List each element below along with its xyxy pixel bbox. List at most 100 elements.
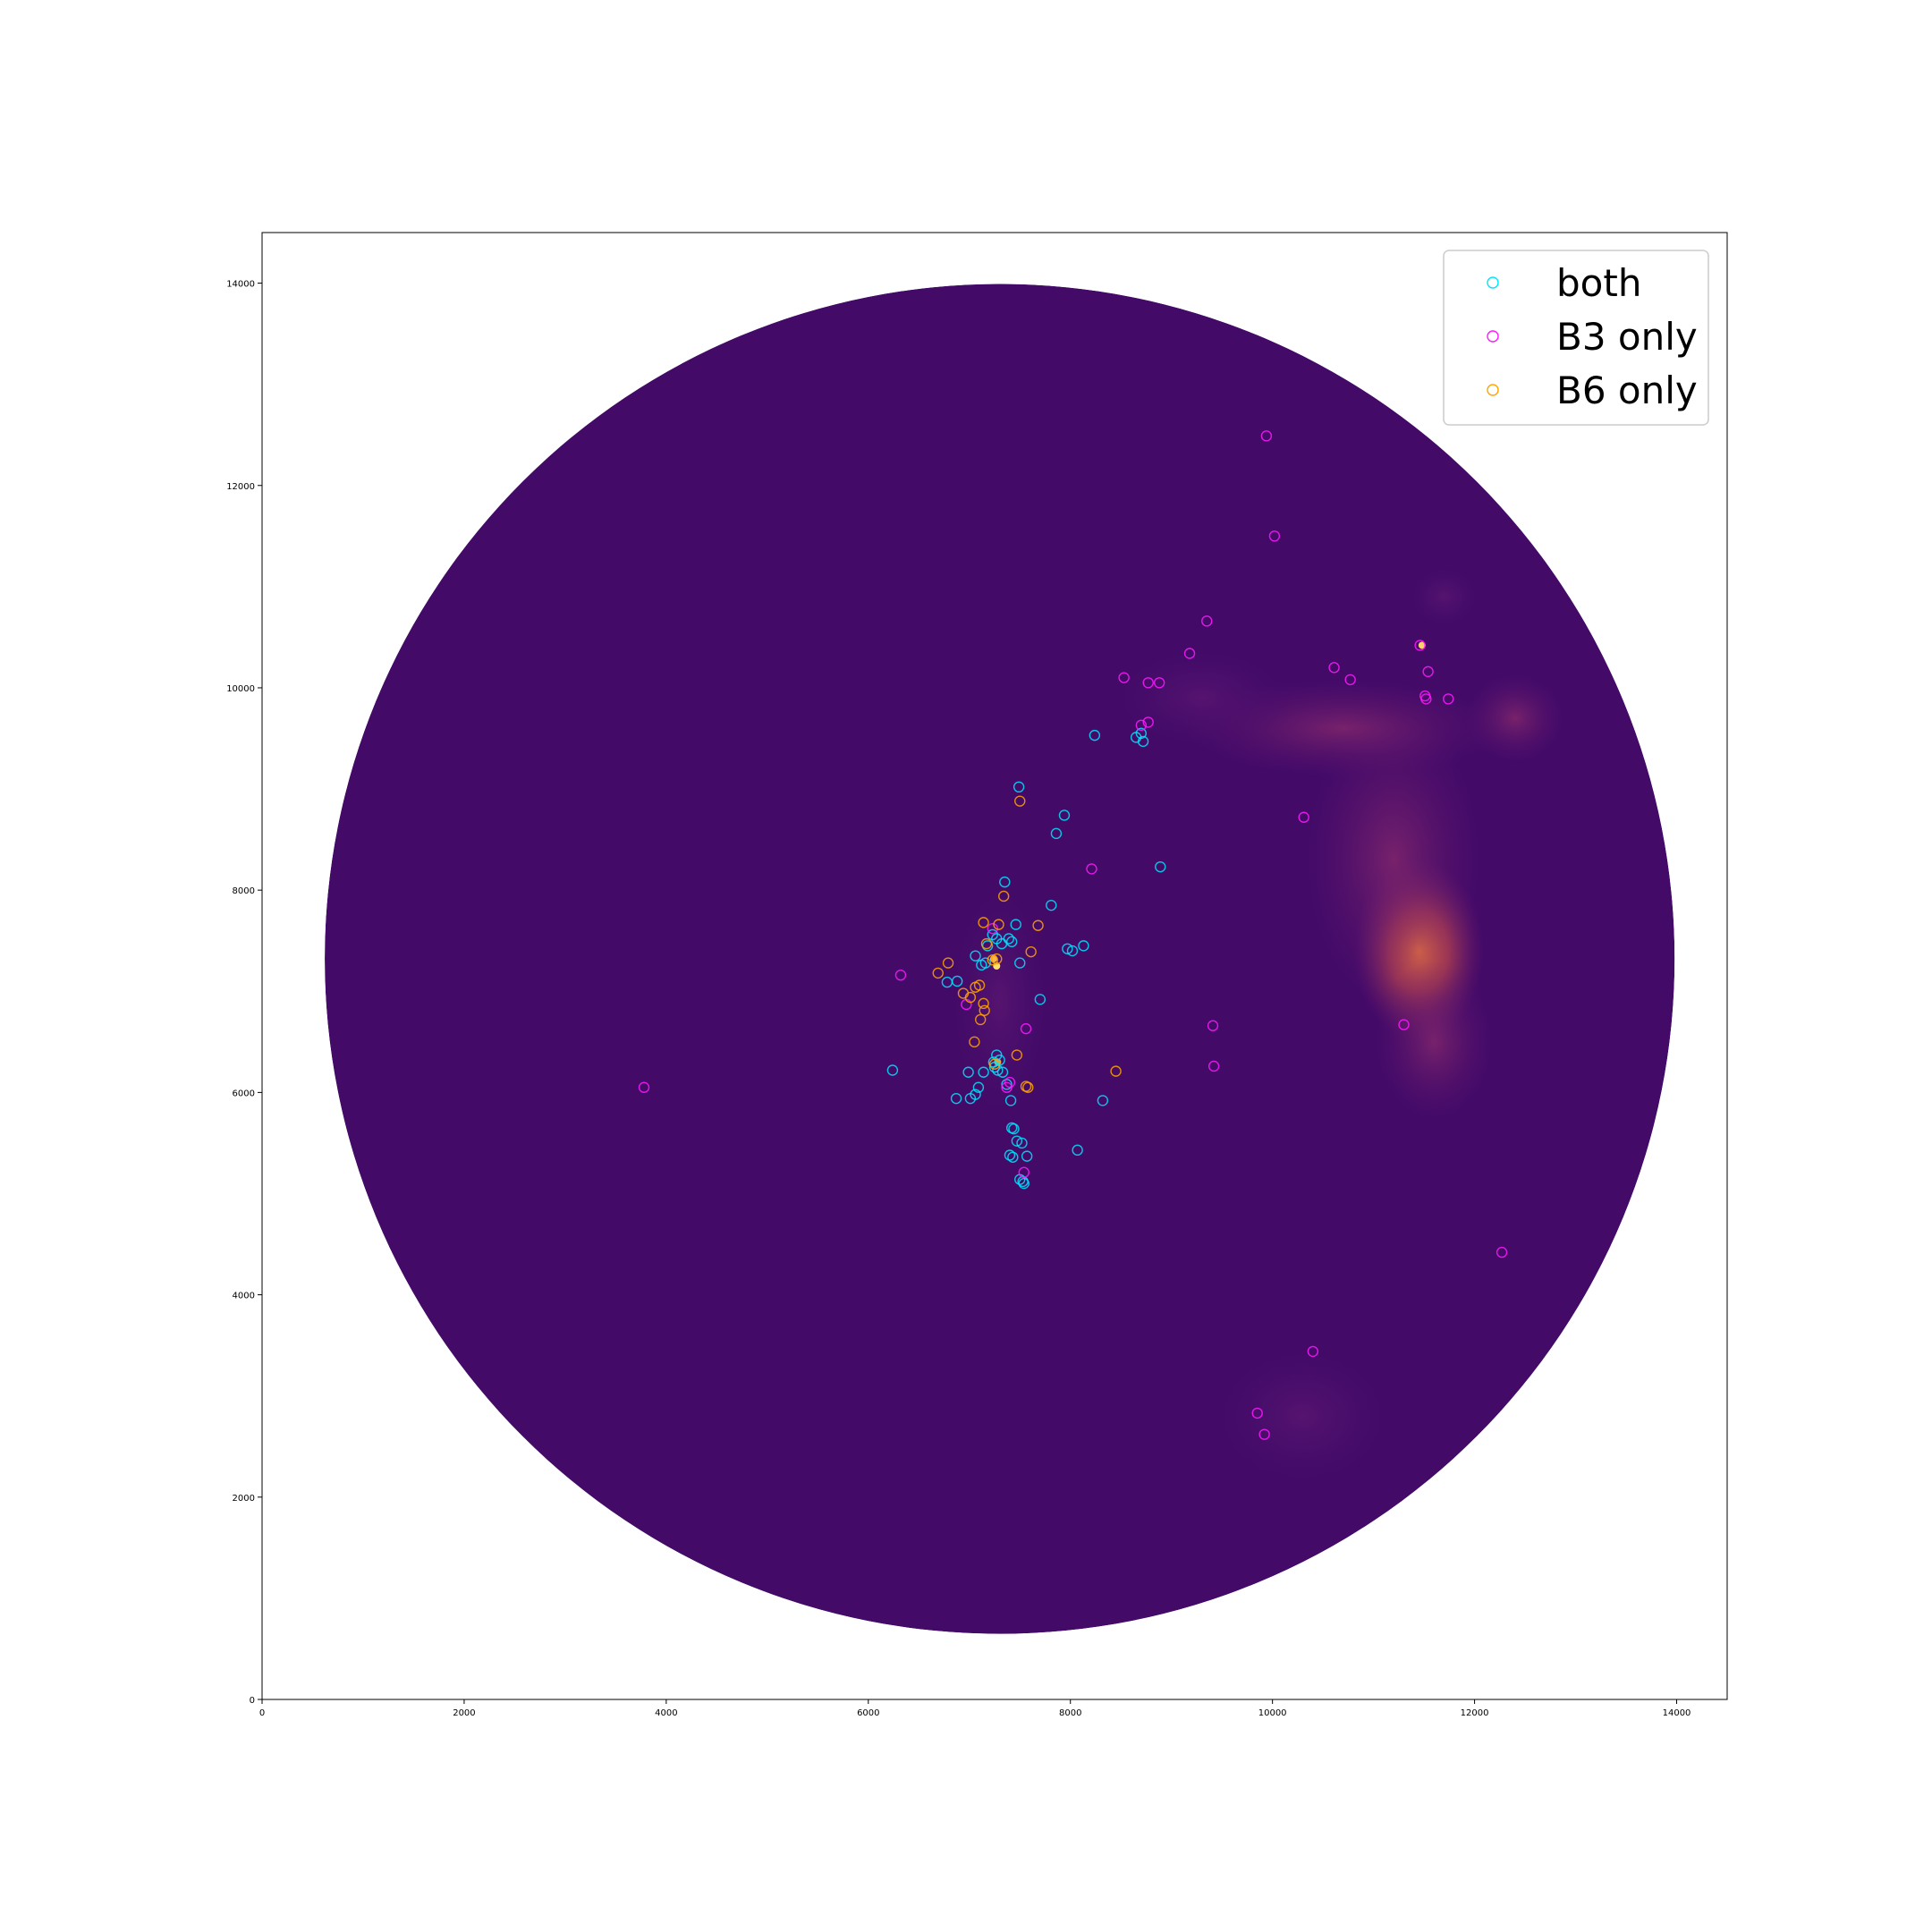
point-b3-only xyxy=(1118,672,1130,683)
point-both xyxy=(1016,1137,1028,1149)
point-b6-only xyxy=(987,954,998,966)
point-both xyxy=(1010,919,1021,930)
point-b3-only xyxy=(1298,811,1309,823)
point-b6-only xyxy=(932,967,944,979)
point-b3-only xyxy=(1328,662,1340,674)
y-tick-label: 6000 xyxy=(233,1089,255,1098)
point-b6-only xyxy=(969,1036,980,1048)
point-both xyxy=(1097,1095,1109,1106)
point-b3-only xyxy=(1201,615,1213,627)
point-both xyxy=(1008,1123,1020,1135)
y-tick-label: 10000 xyxy=(226,684,255,694)
point-b6-only xyxy=(980,937,993,950)
point-both xyxy=(1062,943,1073,954)
y-tick-label: 14000 xyxy=(226,280,255,290)
point-both xyxy=(1004,1149,1016,1161)
emission-blob xyxy=(1464,673,1566,764)
legend-label-b3-only: B3 only xyxy=(1556,315,1698,359)
emission-blob xyxy=(1110,647,1293,749)
emission-blob xyxy=(1373,961,1496,1123)
point-both xyxy=(988,1061,1001,1073)
point-both xyxy=(996,1066,1009,1078)
point-b3-only xyxy=(638,1081,650,1093)
point-both xyxy=(1155,860,1166,873)
point-b3-only xyxy=(1258,1428,1270,1440)
scatter-points xyxy=(638,430,1508,1440)
y-tick-label: 12000 xyxy=(226,482,255,492)
point-b6-only xyxy=(1022,1081,1034,1093)
point-both xyxy=(1050,827,1063,840)
point-both xyxy=(1135,727,1148,740)
point-both xyxy=(950,1092,962,1105)
point-both xyxy=(1137,735,1149,748)
bright-source xyxy=(1418,641,1426,649)
point-b3-only xyxy=(1001,1081,1013,1093)
point-b6-only xyxy=(1110,1065,1122,1077)
y-tick-label: 4000 xyxy=(233,1292,255,1301)
point-b3-only xyxy=(1135,719,1148,732)
point-b6-only xyxy=(1014,795,1026,807)
axes-frame xyxy=(261,232,1728,1700)
x-tick-label: 6000 xyxy=(857,1708,879,1718)
point-b6-only xyxy=(964,991,977,1004)
point-both xyxy=(978,1066,989,1078)
point-b3-only xyxy=(1142,716,1154,728)
legend-label-both: both xyxy=(1556,261,1641,305)
point-both xyxy=(1034,994,1046,1005)
point-b3-only xyxy=(1142,677,1154,689)
point-b3-only xyxy=(894,969,907,981)
point-b6-only xyxy=(997,890,1010,902)
legend-marker-both xyxy=(1487,276,1499,289)
point-both xyxy=(941,976,953,988)
x-tick-label: 0 xyxy=(259,1708,265,1718)
point-b3-only xyxy=(1398,1019,1410,1030)
point-both xyxy=(1007,1151,1019,1163)
point-both xyxy=(999,876,1011,888)
point-b3-only xyxy=(1344,674,1356,686)
point-b3-only xyxy=(1422,665,1434,678)
point-both xyxy=(964,1092,977,1105)
point-both xyxy=(1089,729,1101,741)
point-both xyxy=(1013,781,1025,793)
point-b3-only xyxy=(1420,693,1432,705)
point-b3-only xyxy=(1443,693,1454,705)
y-tick-label: 0 xyxy=(250,1696,255,1706)
point-both xyxy=(972,1081,985,1093)
point-b6-only xyxy=(942,957,954,969)
background-map xyxy=(325,284,1675,1634)
series-both xyxy=(886,727,1166,1190)
point-both xyxy=(1066,945,1079,957)
point-b3-only xyxy=(1183,648,1196,659)
point-b3-only xyxy=(1208,1060,1220,1072)
point-b6-only xyxy=(993,919,1004,930)
point-b6-only xyxy=(970,981,981,993)
point-b6-only xyxy=(1025,945,1037,958)
y-axis: 0 2000 4000 6000 8000 10000 12000 14000 xyxy=(226,280,262,1706)
point-both xyxy=(1072,1144,1083,1157)
point-both xyxy=(1078,940,1089,952)
point-both xyxy=(1004,1095,1017,1106)
series-b6-only xyxy=(932,795,1122,1093)
point-both xyxy=(1018,1177,1030,1190)
point-both xyxy=(992,1064,1004,1076)
point-both xyxy=(1003,933,1015,945)
point-both xyxy=(1011,1135,1023,1147)
legend-box xyxy=(1443,250,1709,426)
x-tick-label: 14000 xyxy=(1663,1708,1691,1718)
point-b3-only xyxy=(1153,677,1165,689)
point-b6-only xyxy=(991,953,1003,965)
point-both xyxy=(1046,899,1057,911)
diffuse-emission xyxy=(949,566,1566,1487)
legend-marker-b3-only xyxy=(1487,330,1499,343)
point-both xyxy=(886,1064,899,1076)
point-b6-only xyxy=(1032,919,1044,931)
emission-blob xyxy=(1409,566,1480,628)
emission-blob xyxy=(1302,708,1485,1012)
x-tick-label: 12000 xyxy=(1461,1708,1489,1718)
point-both xyxy=(962,1066,974,1078)
point-both xyxy=(1058,809,1071,821)
legend-marker-b6-only xyxy=(1487,384,1499,396)
point-b3-only xyxy=(1260,430,1273,442)
legend-label-b6-only: B6 only xyxy=(1556,369,1698,412)
